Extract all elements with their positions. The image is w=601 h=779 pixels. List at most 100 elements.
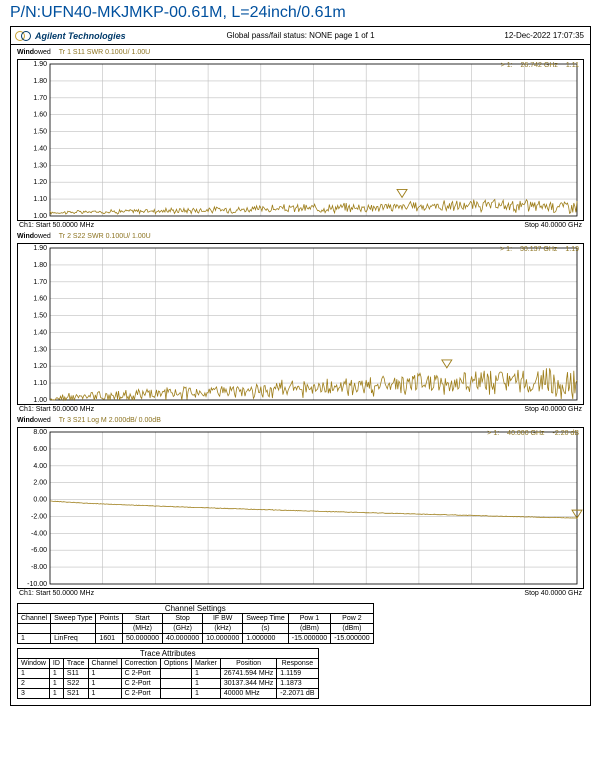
chart-frame: > 1: 40.000 GHz -2.20 dB -10.00 -8.00 -6.00 -4…	[17, 427, 584, 589]
y-tick-label: 1.50	[33, 313, 47, 320]
y-tick-label: 1.00	[33, 213, 47, 220]
table-unit-cell	[18, 624, 51, 634]
table-cell: 1	[49, 669, 63, 679]
y-tick-label: 1.00	[33, 397, 47, 404]
chart-footer: Ch1: Start 50.0000 MHz Stop 40.0000 GHz	[17, 590, 584, 597]
table-row: 11S111C 2-Port126741.594 MHz1.1159	[18, 669, 319, 679]
table-header-cell: Trace	[63, 659, 88, 669]
table-cell: 1	[49, 689, 63, 699]
table-cell: 3	[18, 689, 50, 699]
table-cell: 1601	[96, 634, 122, 644]
y-tick-label: 1.40	[33, 145, 47, 152]
table-cell: 30137.344 MHz	[220, 679, 276, 689]
table-cell: 1	[192, 689, 221, 699]
y-tick-label: 1.30	[33, 346, 47, 353]
chart-svg: -10.00-8.00-6.00-4.00-2.000.002.004.006.…	[18, 428, 583, 588]
table-unit-cell	[96, 624, 122, 634]
y-tick-label: 1.40	[33, 329, 47, 336]
table-cell: 50.000000	[122, 634, 162, 644]
charts-container: WindowedTr 1 S11 SWR 0.100U/ 1.00U> 1:26…	[11, 49, 590, 597]
table-cell: 1	[88, 679, 121, 689]
part-number-title: P/N:UFN40-MKJMKP-00.61M, L=24inch/0.61m	[10, 2, 591, 26]
y-tick-label: 1.60	[33, 296, 47, 303]
table-unit-cell	[51, 624, 96, 634]
table-header-cell: IF BW	[203, 614, 243, 624]
y-tick-label: 1.70	[33, 279, 47, 286]
x-start-label: Ch1: Start 50.0000 MHz	[19, 590, 94, 597]
table-unit-cell: (kHz)	[203, 624, 243, 634]
y-tick-label: 2.00	[33, 480, 47, 487]
y-tick-label: -6.00	[31, 547, 47, 554]
channel-settings-table-wrap: Channel Settings ChannelSweep TypePoints…	[17, 603, 374, 644]
table-header-cell: Sweep Type	[51, 614, 96, 624]
y-tick-label: 4.00	[33, 463, 47, 470]
y-tick-label: 1.10	[33, 196, 47, 203]
window-label: Windowed	[17, 417, 51, 424]
table-row: 31S211C 2-Port140000 MHz-2.2071 dB	[18, 689, 319, 699]
chart-block-3: WindowedTr 3 S21 Log M 2.000dB/ 0.00dB> …	[17, 417, 584, 597]
main-frame: Agilent Technologies Global pass/fail st…	[10, 26, 591, 706]
y-tick-label: 1.70	[33, 95, 47, 102]
y-tick-label: 0.00	[33, 497, 47, 504]
marker-prefix: > 1:	[500, 246, 512, 253]
trace-attributes-title: Trace Attributes	[17, 648, 319, 658]
table-header-cell: Start	[122, 614, 162, 624]
y-tick-label: -2.00	[31, 513, 47, 520]
table-header-cell: Response	[277, 659, 318, 669]
chart-svg: 1.001.101.201.301.401.501.601.701.801.90	[18, 60, 583, 220]
table-unit-cell: (MHz)	[122, 624, 162, 634]
x-start-label: Ch1: Start 50.0000 MHz	[19, 406, 94, 413]
table-cell: 1	[192, 669, 221, 679]
table-unit-cell: (GHz)	[163, 624, 203, 634]
table-header-cell: Stop	[163, 614, 203, 624]
y-tick-label: 1.60	[33, 112, 47, 119]
y-tick-label: -10.00	[27, 581, 47, 588]
y-tick-label: -4.00	[31, 530, 47, 537]
table-unit-cell: (dBm)	[331, 624, 373, 634]
y-tick-label: 1.90	[33, 245, 47, 252]
table-cell: LinFreq	[51, 634, 96, 644]
table-header-cell: ID	[49, 659, 63, 669]
header-status: Global pass/fail status: NONE page 1 of …	[11, 31, 590, 40]
table-cell	[160, 679, 191, 689]
table-unit-cell: (s)	[243, 624, 289, 634]
window-label: Windowed	[17, 49, 51, 56]
y-tick-label: 1.50	[33, 129, 47, 136]
table-header-cell: Correction	[121, 659, 160, 669]
table-cell: S22	[63, 679, 88, 689]
table-row: 1LinFreq160150.00000040.00000010.0000001…	[18, 634, 374, 644]
x-stop-label: Stop 40.0000 GHz	[524, 590, 582, 597]
table-cell: 40.000000	[163, 634, 203, 644]
chart-frame: > 1:26.742 GHz1.111.001.101.201.301.401.…	[17, 59, 584, 221]
y-tick-label: 1.80	[33, 262, 47, 269]
y-tick-label: -8.00	[31, 564, 47, 571]
chart-top-row: WindowedTr 2 S22 SWR 0.100U/ 1.00U	[17, 233, 584, 243]
marker-readout: > 1:26.742 GHz1.11	[493, 62, 579, 69]
table-header-cell: Position	[220, 659, 276, 669]
table-cell: C 2-Port	[121, 679, 160, 689]
table-cell: 1	[192, 679, 221, 689]
x-start-label: Ch1: Start 50.0000 MHz	[19, 222, 94, 229]
marker-prefix: > 1:	[487, 430, 499, 437]
marker-value: -2.20 dB	[553, 430, 579, 437]
marker-triangle-icon	[442, 360, 452, 368]
table-cell: S11	[63, 669, 88, 679]
table-cell: 2	[18, 679, 50, 689]
trace-attributes-table: WindowIDTraceChannelCorrectionOptionsMar…	[17, 658, 319, 699]
chart-frame: > 1:30.137 GHz1.191.001.101.201.301.401.…	[17, 243, 584, 405]
chart-block-1: WindowedTr 1 S11 SWR 0.100U/ 1.00U> 1:26…	[17, 49, 584, 229]
y-tick-label: 1.30	[33, 162, 47, 169]
marker-readout: > 1: 40.000 GHz -2.20 dB	[479, 430, 579, 437]
table-cell: 10.000000	[203, 634, 243, 644]
table-cell: 1	[18, 634, 51, 644]
marker-value: 1.11	[566, 62, 579, 69]
y-tick-label: 1.20	[33, 179, 47, 186]
table-cell: -2.2071 dB	[277, 689, 318, 699]
table-cell: C 2-Port	[121, 689, 160, 699]
marker-freq: 26.742 GHz	[521, 62, 558, 69]
table-cell: 1.000000	[243, 634, 289, 644]
y-tick-label: 1.10	[33, 380, 47, 387]
marker-freq: 40.000 GHz	[507, 430, 544, 437]
table-row: 21S221C 2-Port130137.344 MHz1.1873	[18, 679, 319, 689]
chart-footer: Ch1: Start 50.0000 MHzStop 40.0000 GHz	[17, 222, 584, 229]
